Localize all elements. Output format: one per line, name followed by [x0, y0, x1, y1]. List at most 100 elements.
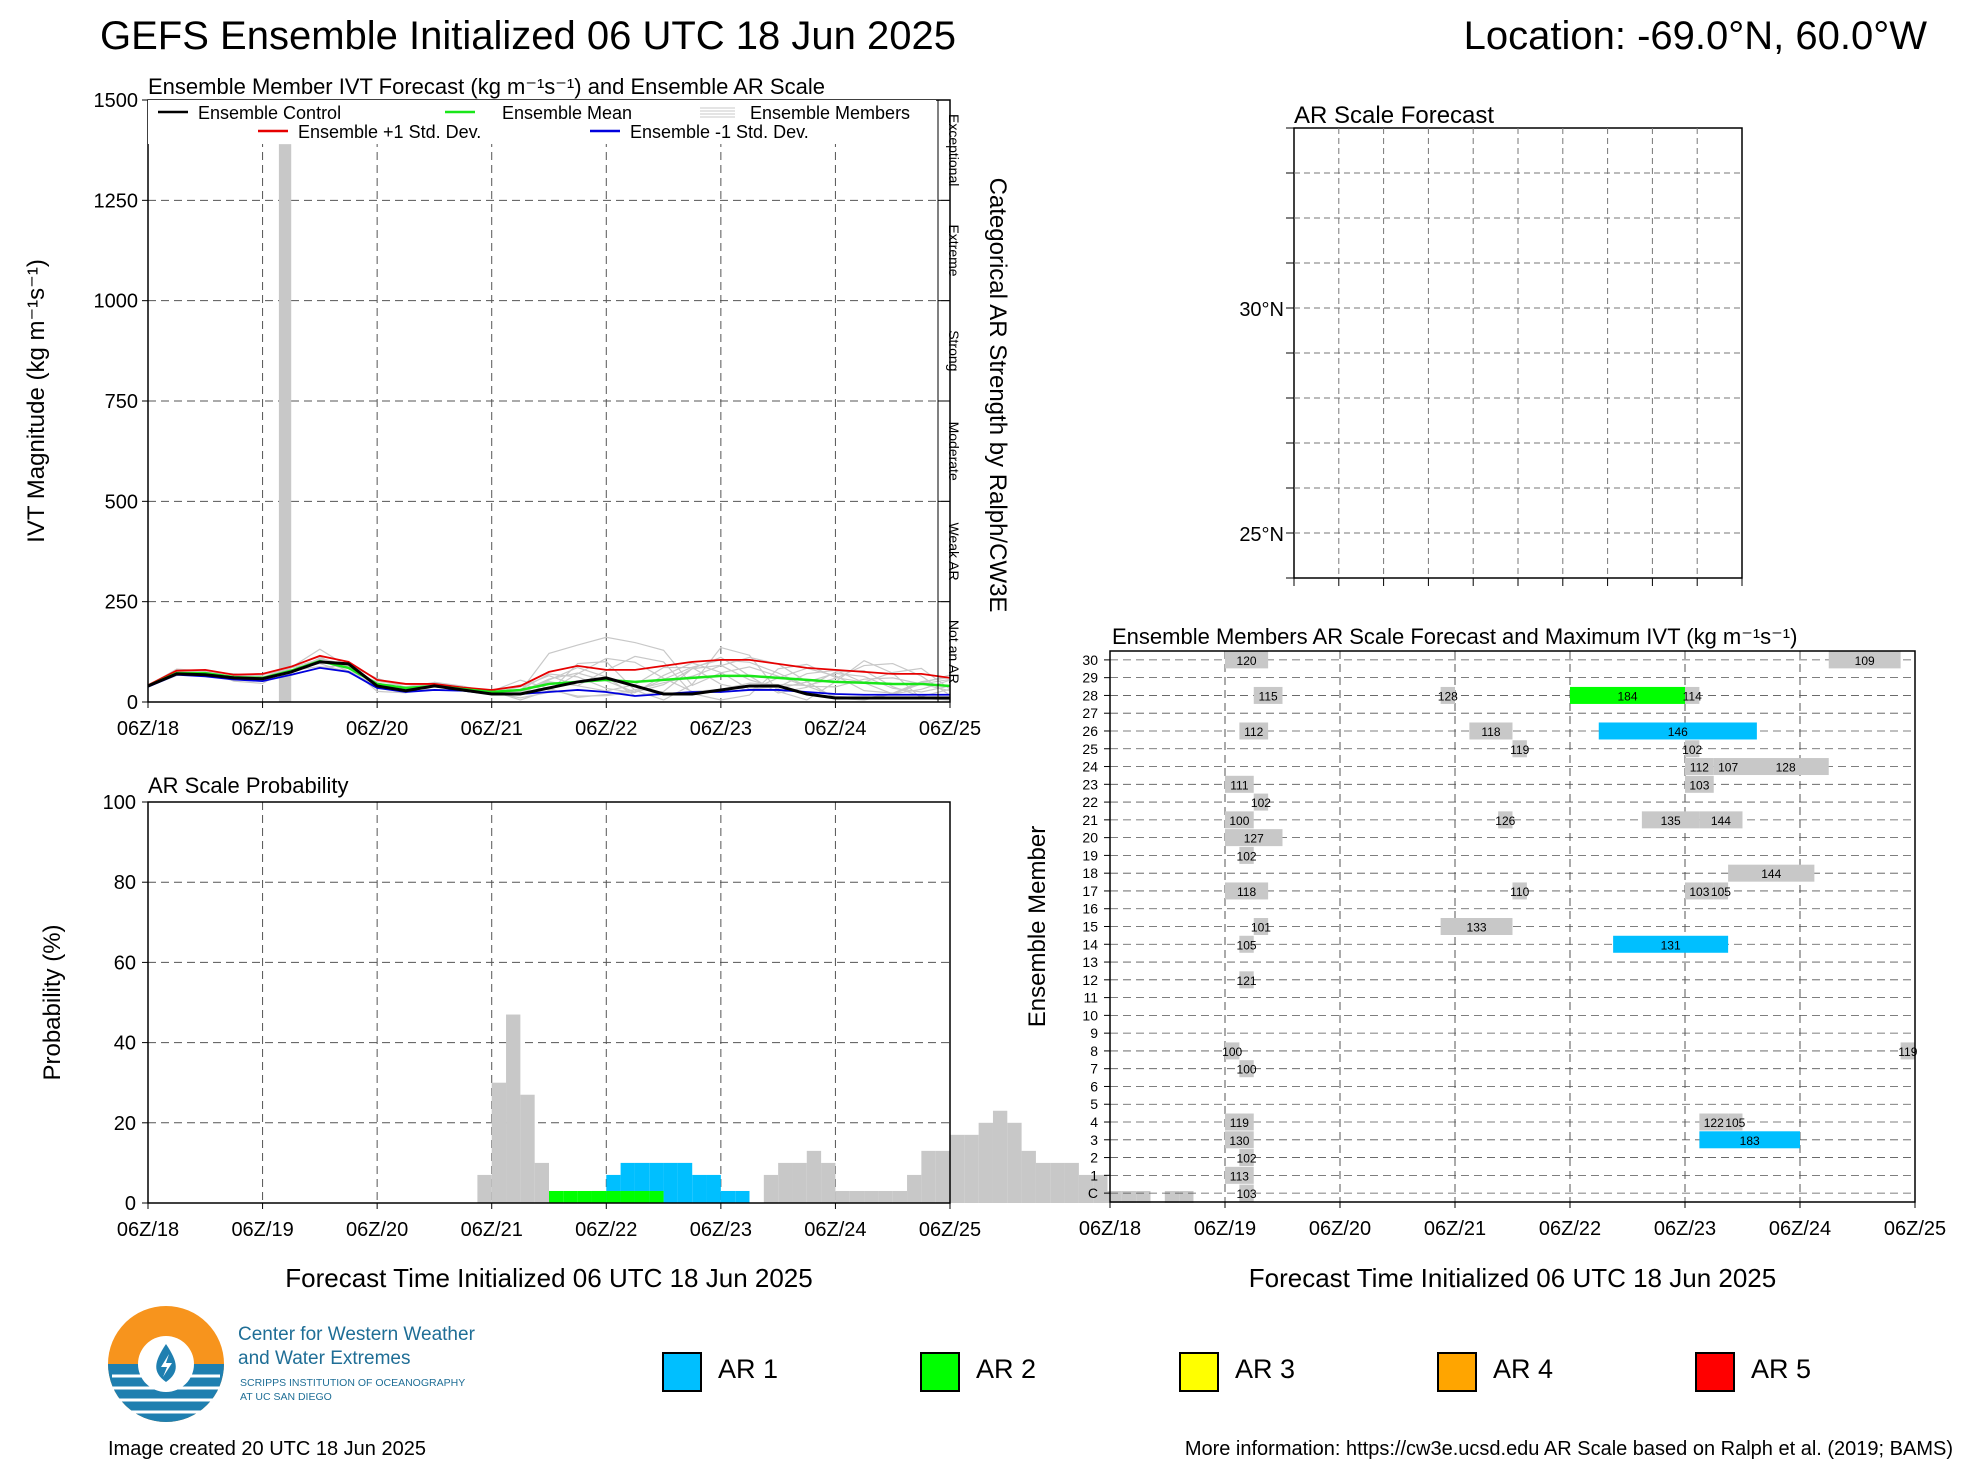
legend-minus-std-label: Ensemble -1 Std. Dev. [630, 122, 809, 142]
category-label: Not an AR [946, 620, 962, 684]
member-ar-bar [1225, 829, 1283, 847]
y-tick-label: 40 [114, 1033, 136, 1055]
member-max-ivt-label: 115 [1259, 689, 1278, 703]
x-tick-label: 06Z/18 [1079, 1218, 1141, 1240]
noar-bar [806, 1150, 822, 1203]
noar-bar [864, 1190, 879, 1203]
member-ar-bar [1225, 651, 1269, 669]
member-ar-bar [1685, 686, 1700, 704]
footer-created: Image created 20 UTC 18 Jun 2025 [108, 1438, 426, 1460]
member-max-ivt-label: 109 [1855, 654, 1875, 668]
y-tick-label: 1500 [94, 90, 139, 112]
member-max-ivt-label: 127 [1244, 832, 1264, 846]
x-tick-label: 06Z/24 [804, 1219, 866, 1241]
x-tick-label: 06Z/25 [919, 718, 981, 740]
y-tick-label: 80 [114, 872, 136, 894]
member-max-ivt-label: 103 [1237, 1187, 1257, 1201]
member-tick-label: 29 [1082, 670, 1098, 686]
prob-ylabel: Probability (%) [39, 924, 66, 1080]
member-ar-bar [1685, 758, 1714, 776]
member-max-ivt-label: 102 [1237, 1152, 1257, 1166]
x-tick-label: 06Z/18 [117, 718, 179, 740]
member-max-ivt-label: 102 [1251, 796, 1271, 810]
x-tick-label: 06Z/22 [575, 718, 637, 740]
member-ar-bar [1685, 775, 1714, 793]
x-tick-label: 06Z/24 [1769, 1218, 1831, 1240]
x-tick-label: 06Z/25 [919, 1219, 981, 1241]
noar-bar [477, 1174, 492, 1203]
member-ar-bar [1239, 935, 1254, 953]
ivt-legend: Ensemble Control Ensemble Mean Ensemble Me… [148, 100, 936, 144]
ar-scale-bar [278, 144, 292, 702]
member-max-ivt-label: 112 [1244, 725, 1263, 739]
member-tick-label: 16 [1082, 901, 1098, 917]
ar1-bar [720, 1190, 736, 1203]
ar2-bar [591, 1190, 607, 1203]
y-tick-label: 60 [114, 952, 136, 974]
members-panel-title: Ensemble Members AR Scale Forecast and M… [1112, 624, 1797, 649]
member-max-ivt-label: 122 [1704, 1116, 1724, 1130]
member-ar-bar [1728, 1113, 1743, 1131]
y-tick-label: 500 [105, 491, 138, 513]
member-tick-label: 13 [1082, 954, 1098, 970]
x-tick-label: 06Z/20 [1309, 1218, 1371, 1240]
member-tick-label: 20 [1082, 830, 1098, 846]
member-max-ivt-label: 103 [1689, 885, 1709, 899]
member-ar-bar [1598, 722, 1757, 740]
noar-bar [964, 1134, 979, 1203]
member-tick-label: 23 [1082, 776, 1098, 792]
member-ar-bar [1239, 1184, 1254, 1202]
member-max-ivt-label: 131 [1661, 938, 1681, 952]
member-ar-bar [1239, 846, 1254, 864]
members-xlabel: Forecast Time Initialized 06 UTC 18 Jun … [1249, 1263, 1776, 1293]
noar-bar [1164, 1190, 1180, 1203]
noar-bar [1078, 1174, 1094, 1203]
ivt-panel-title: Ensemble Member IVT Forecast (kg m⁻¹s⁻¹)… [148, 74, 825, 99]
ar1-bar [663, 1162, 678, 1203]
legend-swatch-ar1 [662, 1352, 702, 1392]
logo-line1: Center for Western Weather [238, 1324, 476, 1345]
member-tick-label: 5 [1090, 1096, 1098, 1112]
member-max-ivt-label: 100 [1229, 814, 1249, 828]
noar-bar [978, 1122, 993, 1203]
member-ar-bar [1225, 775, 1254, 793]
members-ylabel: Ensemble Member [1024, 826, 1051, 1027]
map-lat-label: 30°N [1239, 299, 1284, 321]
category-label: Exceptional [946, 114, 962, 186]
x-tick-label: 06Z/20 [346, 1219, 408, 1241]
noar-bar [892, 1190, 908, 1203]
x-tick-label: 06Z/25 [1884, 1218, 1946, 1240]
member-tick-label: 2 [1090, 1150, 1098, 1166]
member-ar-bar [1512, 882, 1527, 900]
ar2-bar [563, 1190, 578, 1203]
y-tick-label: 0 [127, 692, 138, 714]
member-max-ivt-label: 105 [1711, 885, 1731, 899]
legend-swatch-ar3 [1179, 1352, 1219, 1392]
member-ar-bar [1225, 1131, 1254, 1149]
x-tick-label: 06Z/23 [690, 718, 752, 740]
member-tick-label: 30 [1082, 652, 1098, 668]
noar-bar [1093, 1174, 1108, 1203]
member-max-ivt-label: 103 [1689, 778, 1709, 792]
ar2-bar [634, 1190, 650, 1203]
member-ar-bar [1828, 651, 1901, 669]
member-tick-label: 22 [1082, 794, 1098, 810]
legend-members-label: Ensemble Members [750, 103, 910, 123]
noar-bar [1107, 1190, 1122, 1203]
member-ar-bar [1498, 811, 1513, 829]
noar-bar [1007, 1122, 1022, 1203]
member-tick-label: 6 [1090, 1078, 1098, 1094]
x-tick-label: 06Z/19 [231, 718, 293, 740]
member-tick-label: 21 [1082, 812, 1098, 828]
member-ar-bar [1713, 882, 1729, 900]
member-max-ivt-label: 146 [1668, 725, 1688, 739]
member-ar-bar [1699, 1113, 1729, 1131]
member-ar-bar [1641, 811, 1700, 829]
member-tick-label: 26 [1082, 723, 1098, 739]
member-tick-label: 28 [1082, 687, 1098, 703]
member-ar-bar [1469, 722, 1513, 740]
page-title: GEFS Ensemble Initialized 06 UTC 18 Jun … [100, 14, 956, 58]
noar-bar [821, 1162, 836, 1203]
member-max-ivt-label: 100 [1237, 1063, 1257, 1077]
noar-bar [792, 1162, 807, 1203]
